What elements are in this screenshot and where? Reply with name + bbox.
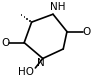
Text: N: N (37, 58, 45, 68)
Text: O: O (1, 38, 10, 48)
Text: O: O (82, 27, 91, 37)
Text: HO: HO (18, 67, 34, 77)
Text: NH: NH (50, 2, 65, 12)
